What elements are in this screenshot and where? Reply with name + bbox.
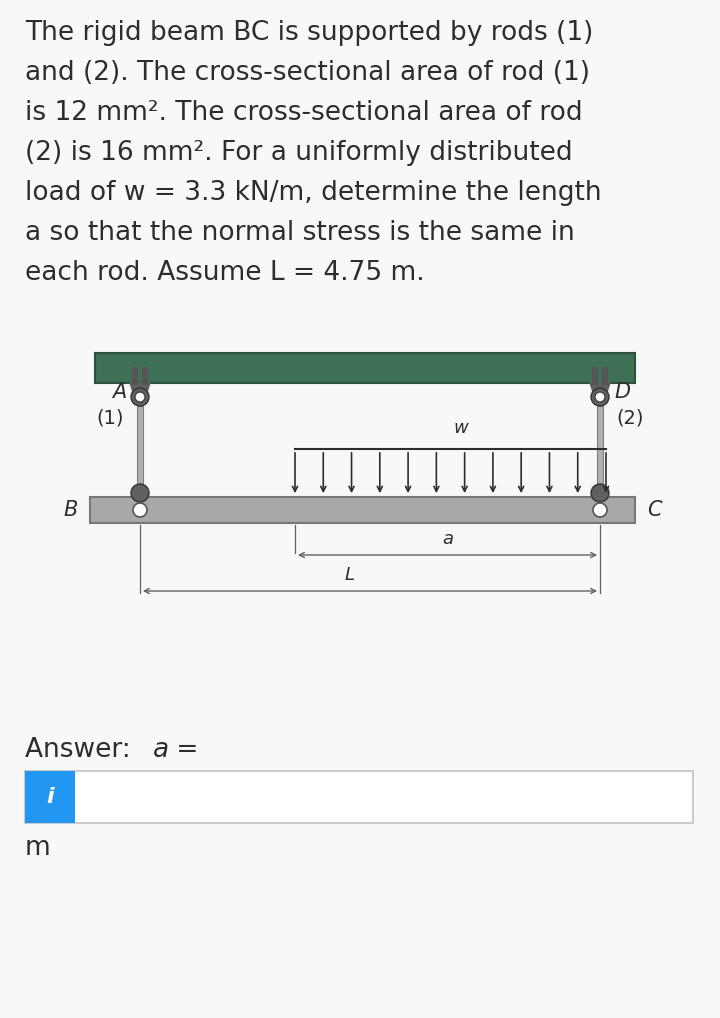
Text: (1): (1) (96, 408, 124, 427)
Text: Answer:: Answer: (25, 737, 139, 764)
Bar (95, 353, 635, 383)
Bar (597, 406, 603, 489)
Text: m: m (25, 835, 50, 861)
Bar (90, 497, 635, 523)
Text: D: D (614, 382, 630, 402)
Text: each rod. Assume L = 4.75 m.: each rod. Assume L = 4.75 m. (25, 260, 425, 286)
Circle shape (133, 503, 147, 517)
Polygon shape (130, 383, 150, 395)
Bar (602, 367, 608, 385)
Circle shape (131, 484, 149, 502)
Bar (142, 367, 148, 385)
Text: load of w = 3.3 kN/m, determine the length: load of w = 3.3 kN/m, determine the leng… (25, 180, 602, 206)
Text: (2): (2) (616, 408, 644, 427)
Bar (132, 367, 138, 385)
Text: is 12 mm². The cross-sectional area of rod: is 12 mm². The cross-sectional area of r… (25, 100, 582, 126)
Circle shape (595, 392, 605, 402)
Text: L: L (345, 566, 355, 584)
Text: C: C (647, 500, 662, 520)
Text: =: = (168, 737, 199, 764)
Bar (592, 367, 598, 385)
Circle shape (591, 388, 609, 406)
Circle shape (135, 392, 145, 402)
Text: a: a (442, 530, 453, 548)
Text: i: i (46, 787, 54, 807)
Circle shape (593, 503, 607, 517)
Circle shape (591, 484, 609, 502)
Bar (25, 771, 75, 823)
Polygon shape (590, 383, 610, 395)
Text: The rigid beam BC is supported by rods (1): The rigid beam BC is supported by rods (… (25, 20, 593, 46)
Text: and (2). The cross-sectional area of rod (1): and (2). The cross-sectional area of rod… (25, 60, 590, 86)
Circle shape (131, 388, 149, 406)
Bar (137, 406, 143, 489)
Text: a: a (153, 737, 169, 764)
Bar (25, 771, 693, 823)
Text: (2) is 16 mm². For a uniformly distributed: (2) is 16 mm². For a uniformly distribut… (25, 140, 572, 166)
Text: a so that the normal stress is the same in: a so that the normal stress is the same … (25, 220, 575, 246)
Text: A: A (112, 382, 126, 402)
Text: B: B (63, 500, 78, 520)
Text: w: w (453, 419, 468, 437)
